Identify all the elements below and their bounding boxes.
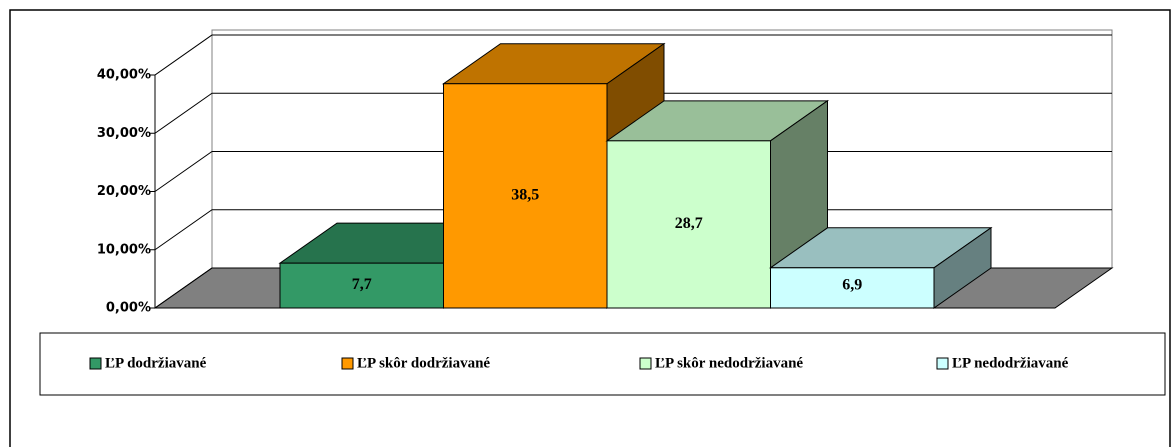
data-label: 28,7 bbox=[675, 215, 703, 232]
y-tick-label: 40,00% bbox=[97, 68, 151, 83]
legend-swatch bbox=[89, 357, 102, 370]
bar bbox=[770, 267, 935, 309]
data-label: 6,9 bbox=[842, 277, 862, 294]
legend-label: ĽP nedodržiavané bbox=[952, 355, 1069, 371]
legend-label: ĽP dodržiavané bbox=[105, 355, 207, 371]
y-tick-label: 0,00% bbox=[106, 301, 151, 316]
frame bbox=[9, 9, 1171, 447]
legend bbox=[39, 332, 1166, 396]
legend-swatch bbox=[936, 357, 949, 370]
data-label: 38,5 bbox=[511, 187, 539, 204]
grid-line bbox=[154, 92, 1112, 134]
data-label: 7,7 bbox=[352, 276, 372, 293]
legend-swatch bbox=[639, 357, 652, 370]
legend-swatch bbox=[341, 357, 354, 370]
y-tick-label: 10,00% bbox=[97, 242, 151, 257]
bar bbox=[606, 140, 771, 309]
y-tick-label: 30,00% bbox=[97, 126, 151, 141]
grid-line bbox=[154, 34, 1112, 76]
y-tick-label: 20,00% bbox=[97, 184, 151, 199]
legend-label: ĽP skôr dodržiavané bbox=[357, 355, 490, 371]
legend-label: ĽP skôr nedodržiavané bbox=[655, 355, 803, 371]
bar bbox=[279, 262, 444, 309]
